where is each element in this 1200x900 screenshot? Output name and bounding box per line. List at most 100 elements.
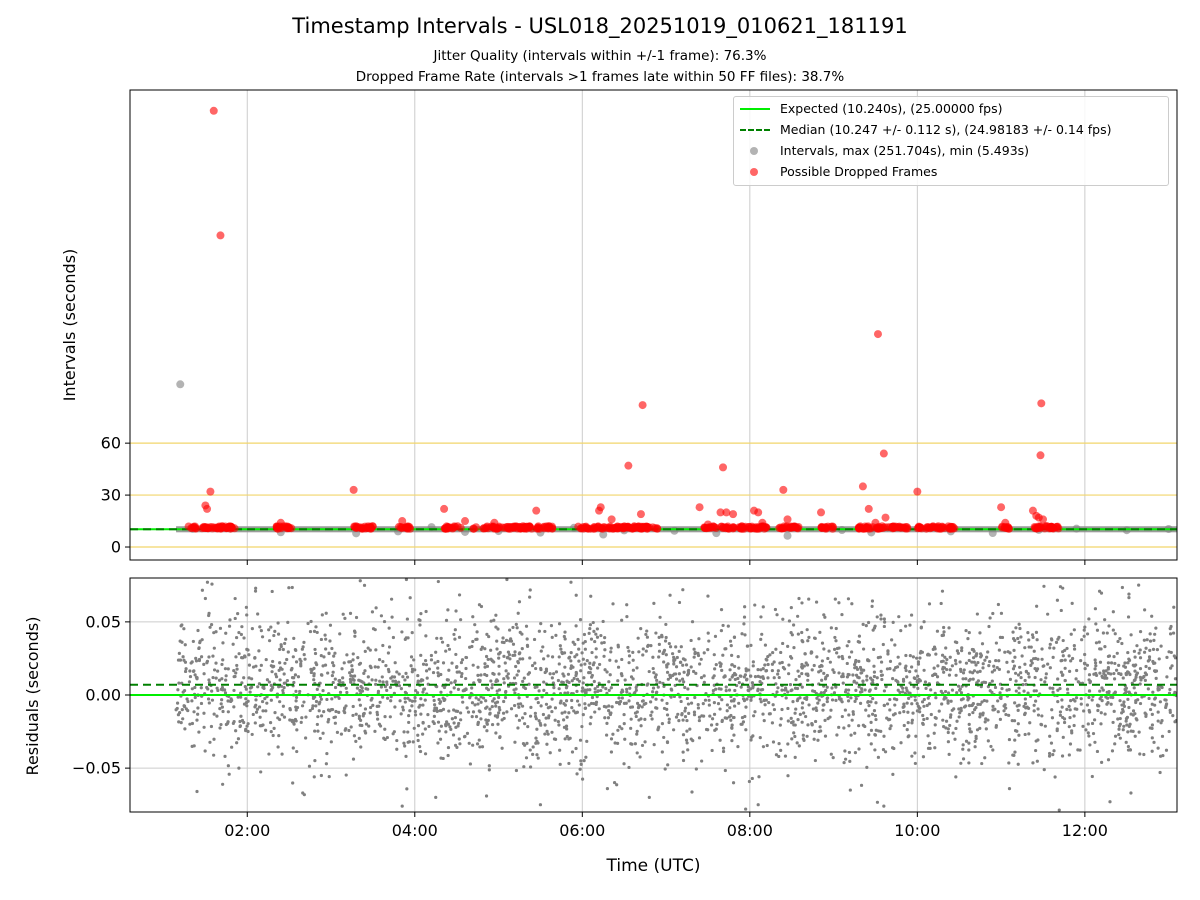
residual-point <box>657 655 661 659</box>
residual-point <box>868 688 872 693</box>
residual-point <box>490 659 494 663</box>
residual-point <box>1075 668 1079 673</box>
residual-point <box>943 695 947 699</box>
residual-point <box>1111 695 1115 700</box>
residual-point <box>916 686 920 690</box>
residual-point <box>543 732 547 736</box>
residual-point <box>1069 659 1073 663</box>
residual-point <box>885 667 890 671</box>
residual-point <box>685 741 689 745</box>
residual-point <box>476 722 480 727</box>
residual-point <box>643 740 647 744</box>
dropped-frame-point <box>817 523 826 532</box>
residual-point <box>902 723 906 728</box>
residual-point <box>869 742 873 746</box>
residuals-plot-area <box>130 578 1177 812</box>
residual-point <box>448 725 452 729</box>
residual-point <box>296 675 301 679</box>
residual-point <box>1017 733 1021 737</box>
residual-point <box>261 709 265 713</box>
residual-point <box>286 650 290 654</box>
residual-point <box>517 718 522 722</box>
residual-point <box>823 677 828 681</box>
residual-point <box>620 657 624 662</box>
residual-point <box>254 710 259 714</box>
residual-point <box>431 670 436 675</box>
residual-point <box>665 670 670 674</box>
residual-point <box>923 680 928 684</box>
residual-point <box>583 706 587 710</box>
residual-point <box>795 741 799 745</box>
residual-point <box>1073 707 1077 711</box>
residual-point <box>609 646 613 650</box>
residual-point <box>664 653 668 657</box>
residual-point <box>771 650 775 655</box>
residual-point <box>638 755 642 759</box>
residual-point <box>528 714 533 718</box>
residual-point <box>654 631 658 635</box>
residual-point <box>176 688 180 692</box>
residual-point <box>635 729 639 733</box>
residual-point <box>562 702 566 706</box>
residual-point <box>488 711 492 715</box>
residual-point <box>294 660 299 664</box>
residual-point <box>539 622 543 626</box>
residual-point <box>405 617 409 621</box>
residual-point <box>268 721 273 725</box>
residual-point <box>1087 617 1091 621</box>
residual-point <box>902 702 906 706</box>
residual-point <box>357 714 361 718</box>
residual-point <box>1122 704 1127 708</box>
residual-point <box>773 607 778 612</box>
residual-point <box>341 681 345 685</box>
residual-point <box>651 686 656 690</box>
residual-point <box>413 713 418 717</box>
residual-point <box>474 696 478 700</box>
residual-point <box>992 668 997 672</box>
residual-point <box>660 750 664 754</box>
residual-point <box>496 722 500 726</box>
residual-point <box>271 733 275 738</box>
residual-point <box>199 655 204 659</box>
residual-point <box>1016 636 1020 641</box>
residual-point <box>1032 649 1036 653</box>
residual-point <box>1049 637 1054 641</box>
residual-point <box>944 719 949 723</box>
residual-point <box>603 716 607 720</box>
residual-point <box>460 658 465 662</box>
residual-point <box>497 672 501 676</box>
residual-point <box>425 676 429 680</box>
residual-point <box>932 666 936 670</box>
intervals-y-axis-label: Intervals (seconds) <box>60 249 79 402</box>
residual-point <box>575 699 580 703</box>
residual-point <box>633 742 637 746</box>
residual-point <box>652 601 656 606</box>
residual-point <box>573 655 577 659</box>
residual-point <box>326 671 330 675</box>
residual-point <box>872 664 876 668</box>
residual-point <box>1153 632 1157 636</box>
residual-point <box>618 725 622 729</box>
residual-point <box>618 699 623 704</box>
residual-point <box>822 690 826 695</box>
residual-point <box>329 740 333 744</box>
residual-point <box>333 651 337 655</box>
residual-point <box>218 726 222 730</box>
residual-point <box>520 716 525 720</box>
residual-point <box>966 698 970 702</box>
residual-point <box>1013 638 1017 643</box>
residual-point <box>1019 635 1023 639</box>
residual-point <box>874 717 878 722</box>
residual-point <box>683 706 688 710</box>
residual-point <box>468 762 472 766</box>
residual-point <box>864 624 868 628</box>
legend-label-intervals: Intervals, max (251.704s), min (5.493s) <box>780 143 1030 158</box>
residual-point <box>178 710 182 715</box>
residual-point <box>477 678 481 682</box>
residual-point <box>558 748 562 752</box>
residual-point <box>831 756 835 760</box>
residual-point <box>733 704 737 708</box>
residual-point <box>880 673 884 677</box>
residual-point <box>739 685 743 689</box>
